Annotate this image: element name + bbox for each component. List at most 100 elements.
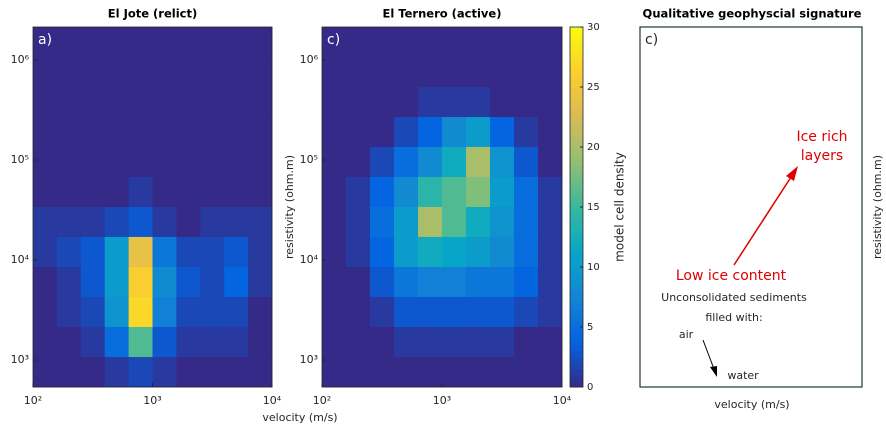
- heatmap-cell: [80, 177, 105, 208]
- colorbar-tick-label: 30: [587, 22, 600, 33]
- heatmap-cell: [200, 146, 225, 178]
- heatmap-cell: [248, 357, 273, 388]
- heatmap-cell: [466, 146, 491, 178]
- heatmap-cell: [369, 146, 395, 178]
- colorbar-step: [570, 81, 583, 88]
- heatmap-cell: [56, 27, 82, 58]
- schematic-title: Qualitative geophyscial signature: [643, 7, 862, 21]
- heatmap-cell: [56, 117, 82, 148]
- heatmap-cell: [33, 87, 58, 118]
- y-tick-label: 10⁴: [11, 253, 30, 266]
- colorbar-step: [570, 129, 583, 136]
- heatmap-cell: [393, 206, 419, 238]
- heatmap-cell: [442, 267, 467, 298]
- heatmap-cell: [176, 146, 201, 178]
- colorbar-step: [570, 201, 583, 208]
- colorbar-step: [570, 75, 583, 82]
- heatmap-cell: [538, 357, 563, 388]
- heatmap-cell: [80, 117, 105, 148]
- heatmap-cell: [442, 326, 467, 358]
- heatmap-cell: [393, 56, 419, 88]
- colorbar-tick-label: 5: [587, 322, 593, 333]
- heatmap-cell: [513, 296, 539, 328]
- heatmap-cell: [128, 27, 153, 58]
- heatmap-cell: [104, 206, 129, 238]
- heatmap-cell: [369, 326, 395, 358]
- heatmap-cell: [200, 357, 225, 388]
- heatmap-cell: [466, 236, 491, 268]
- heatmap-cell: [176, 267, 201, 298]
- colorbar-step: [570, 321, 583, 328]
- colorbar-step: [570, 111, 583, 118]
- heatmap-cell: [80, 206, 105, 238]
- colorbar-step: [570, 99, 583, 106]
- colorbar-step: [570, 249, 583, 256]
- colorbar-tick-label: 20: [587, 142, 600, 153]
- heatmap-cell: [345, 27, 371, 58]
- heatmap-cell: [152, 326, 177, 358]
- colorbar-label: model cell density: [613, 152, 627, 262]
- heatmap-cell: [200, 117, 225, 148]
- heatmap-cell: [322, 117, 347, 148]
- heatmap-cell: [538, 117, 563, 148]
- arrow-head: [710, 366, 717, 377]
- colorbar-step: [570, 237, 583, 244]
- heatmap-cell: [418, 87, 443, 118]
- heatmap-cell: [442, 87, 467, 118]
- colorbar-step: [570, 291, 583, 298]
- y-tick-label: 10³: [11, 353, 29, 366]
- heatmap-cell: [200, 27, 225, 58]
- heatmap-cell: [33, 326, 58, 358]
- x-tick-label: 10⁴: [553, 394, 572, 407]
- heatmap-cell: [418, 56, 443, 88]
- heatmap-cell: [418, 267, 443, 298]
- heatmap-cell: [80, 146, 105, 178]
- heatmap-cell: [466, 296, 491, 328]
- heatmap-cell: [538, 177, 563, 208]
- colorbar-step: [570, 177, 583, 184]
- heatmap-cell: [490, 27, 515, 58]
- heatmap-cell: [466, 87, 491, 118]
- colorbar-step: [570, 147, 583, 154]
- heatmap-cell: [345, 117, 371, 148]
- heatmap-cell: [466, 326, 491, 358]
- heatmap-cell: [393, 177, 419, 208]
- heatmap-cell: [56, 357, 82, 388]
- heatmap-cell: [418, 206, 443, 238]
- heatmap-cell: [224, 236, 249, 268]
- x-tick-label: 10²: [24, 394, 42, 407]
- heatmap-cell: [393, 296, 419, 328]
- colorbar-step: [570, 231, 583, 238]
- colorbar-step: [570, 309, 583, 316]
- heatmap-cell: [224, 117, 249, 148]
- schematic-box: [639, 26, 863, 388]
- heatmap-cell: [345, 146, 371, 178]
- heatmap-cell: [104, 87, 129, 118]
- heatmap-cell: [345, 87, 371, 118]
- heatmap-cell: [56, 236, 82, 268]
- heatmap-cell: [128, 117, 153, 148]
- filled-label: filled with:: [705, 311, 762, 324]
- heatmap-cell: [80, 27, 105, 58]
- heatmap-cell: [345, 236, 371, 268]
- heatmap-cell: [128, 267, 153, 298]
- heatmap-cell: [442, 206, 467, 238]
- heatmap-cell: [128, 296, 153, 328]
- heatmap-cell: [176, 27, 201, 58]
- heatmap-cell: [369, 56, 395, 88]
- colorbar-step: [570, 117, 583, 124]
- heatmap-cell: [128, 56, 153, 88]
- heatmap-cell: [393, 27, 419, 58]
- heatmap-cell: [152, 56, 177, 88]
- heatmap-cell: [200, 177, 225, 208]
- heatmap-cell: [224, 27, 249, 58]
- heatmap-cell: [200, 296, 225, 328]
- heatmap-cell: [224, 87, 249, 118]
- heatmap-cell: [490, 206, 515, 238]
- colorbar-step: [570, 141, 583, 148]
- heatmap-cell: [56, 326, 82, 358]
- heatmap-cell: [490, 87, 515, 118]
- heatmap-cell: [104, 357, 129, 388]
- heatmap-cell: [104, 117, 129, 148]
- colorbar-step: [570, 267, 583, 274]
